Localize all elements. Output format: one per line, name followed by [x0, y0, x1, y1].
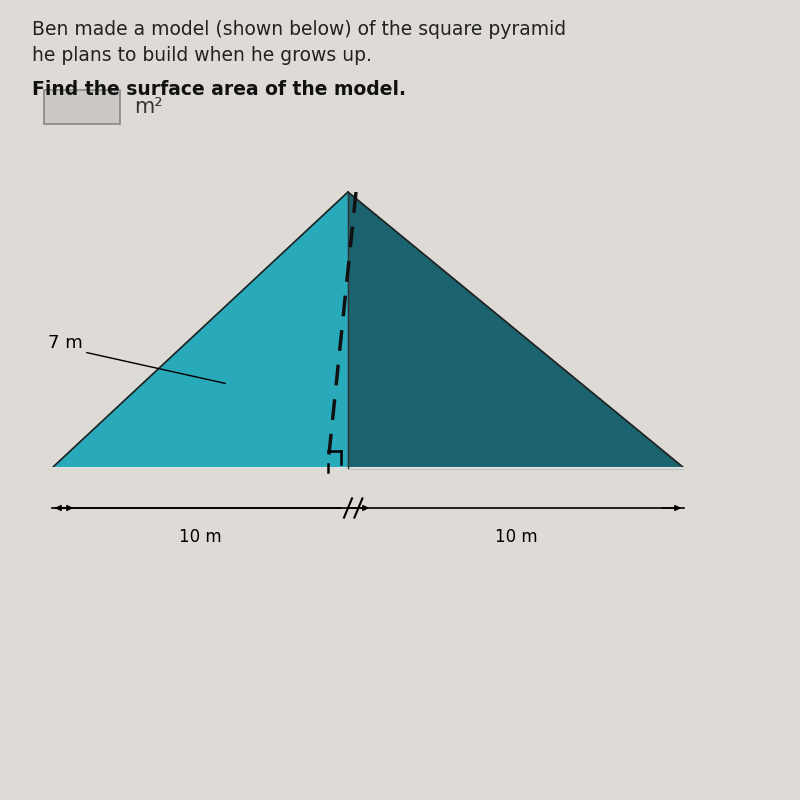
Text: Find the surface area of the model.: Find the surface area of the model. — [32, 80, 406, 99]
Polygon shape — [52, 192, 348, 468]
Text: 10 m: 10 m — [494, 528, 538, 546]
Text: 7 m: 7 m — [48, 334, 82, 352]
Text: m²: m² — [134, 98, 163, 118]
Polygon shape — [348, 192, 684, 468]
Text: 10 m: 10 m — [178, 528, 222, 546]
Text: Ben made a model (shown below) of the square pyramid: Ben made a model (shown below) of the sq… — [32, 20, 566, 39]
Bar — [44, 90, 120, 124]
Text: he plans to build when he grows up.: he plans to build when he grows up. — [32, 46, 372, 66]
